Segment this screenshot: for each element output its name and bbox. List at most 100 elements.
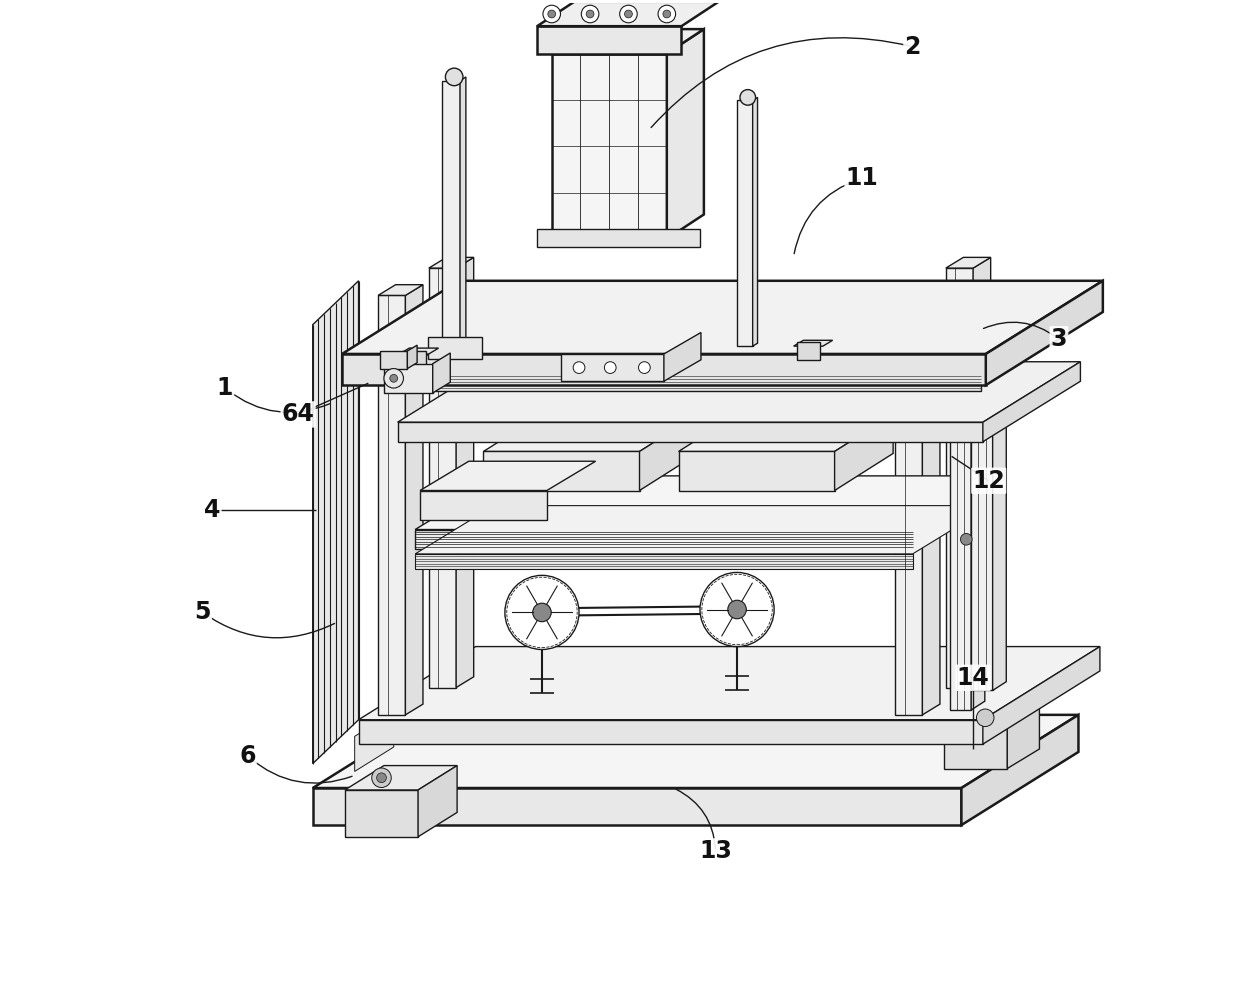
Polygon shape [398, 362, 1080, 422]
Polygon shape [973, 257, 991, 688]
Polygon shape [1007, 708, 1039, 768]
Polygon shape [835, 414, 893, 490]
Text: 12: 12 [972, 469, 1006, 492]
Polygon shape [971, 300, 992, 691]
Polygon shape [946, 257, 991, 268]
Circle shape [505, 576, 579, 649]
Polygon shape [971, 311, 985, 710]
Polygon shape [640, 414, 698, 490]
Circle shape [384, 369, 403, 388]
Bar [537, 230, 701, 246]
Text: 1: 1 [217, 376, 233, 400]
Circle shape [573, 362, 585, 374]
Polygon shape [384, 364, 433, 393]
Polygon shape [678, 451, 835, 490]
Polygon shape [358, 720, 983, 745]
FancyArrowPatch shape [794, 180, 859, 254]
Bar [428, 337, 482, 359]
Polygon shape [345, 765, 458, 790]
FancyArrowPatch shape [676, 790, 715, 849]
Text: 3: 3 [1050, 328, 1068, 351]
Polygon shape [895, 284, 940, 295]
Circle shape [620, 5, 637, 23]
Circle shape [639, 362, 650, 374]
Circle shape [582, 5, 599, 23]
Polygon shape [415, 530, 913, 549]
Circle shape [625, 10, 632, 18]
Polygon shape [358, 646, 1100, 720]
Polygon shape [399, 348, 439, 354]
Text: 11: 11 [846, 167, 878, 190]
Polygon shape [923, 284, 940, 715]
Circle shape [389, 375, 398, 383]
Polygon shape [429, 268, 456, 688]
FancyArrowPatch shape [651, 37, 910, 128]
Bar [796, 342, 820, 360]
FancyArrowPatch shape [249, 757, 352, 783]
Circle shape [663, 10, 671, 18]
Circle shape [701, 573, 774, 646]
Polygon shape [946, 268, 973, 688]
Polygon shape [484, 451, 640, 490]
Polygon shape [794, 340, 832, 346]
Polygon shape [345, 790, 418, 837]
Circle shape [377, 773, 387, 783]
Polygon shape [895, 295, 923, 715]
Polygon shape [737, 100, 753, 346]
Text: 13: 13 [699, 840, 732, 863]
Polygon shape [415, 476, 1001, 530]
Circle shape [533, 603, 552, 622]
Circle shape [543, 5, 560, 23]
Circle shape [445, 68, 463, 85]
Polygon shape [983, 362, 1080, 441]
Circle shape [728, 600, 746, 619]
FancyArrowPatch shape [983, 322, 1056, 337]
Text: 5: 5 [195, 600, 211, 625]
Polygon shape [415, 505, 992, 554]
Circle shape [548, 10, 556, 18]
Polygon shape [312, 715, 1079, 788]
Polygon shape [418, 765, 458, 837]
Polygon shape [460, 77, 466, 354]
Bar [379, 351, 408, 369]
Circle shape [372, 768, 392, 788]
Polygon shape [312, 281, 358, 763]
Polygon shape [663, 333, 701, 382]
Polygon shape [433, 353, 450, 393]
Circle shape [740, 89, 755, 105]
Text: 6: 6 [239, 744, 255, 768]
Text: 4: 4 [205, 498, 221, 522]
Text: 64: 64 [281, 402, 315, 427]
Polygon shape [667, 29, 704, 238]
Polygon shape [420, 461, 595, 490]
Polygon shape [420, 490, 547, 520]
Polygon shape [961, 715, 1079, 825]
Circle shape [587, 10, 594, 18]
Circle shape [658, 5, 676, 23]
Circle shape [976, 709, 994, 727]
Polygon shape [415, 554, 913, 569]
Polygon shape [986, 281, 1102, 386]
Bar [403, 351, 425, 369]
Polygon shape [484, 414, 698, 451]
Polygon shape [537, 2, 718, 26]
Text: 14: 14 [957, 666, 990, 690]
Polygon shape [443, 80, 460, 354]
Polygon shape [378, 295, 405, 715]
Polygon shape [537, 26, 682, 54]
Polygon shape [552, 54, 667, 238]
Polygon shape [552, 29, 704, 54]
FancyArrowPatch shape [205, 614, 335, 638]
Circle shape [604, 362, 616, 374]
Polygon shape [950, 320, 971, 710]
Polygon shape [944, 708, 1039, 728]
Polygon shape [983, 646, 1100, 745]
Polygon shape [435, 313, 1079, 374]
Polygon shape [992, 291, 1007, 691]
Polygon shape [435, 374, 981, 391]
Polygon shape [312, 788, 961, 825]
Polygon shape [456, 257, 474, 688]
Polygon shape [342, 354, 986, 386]
Polygon shape [405, 284, 423, 715]
Polygon shape [429, 257, 474, 268]
